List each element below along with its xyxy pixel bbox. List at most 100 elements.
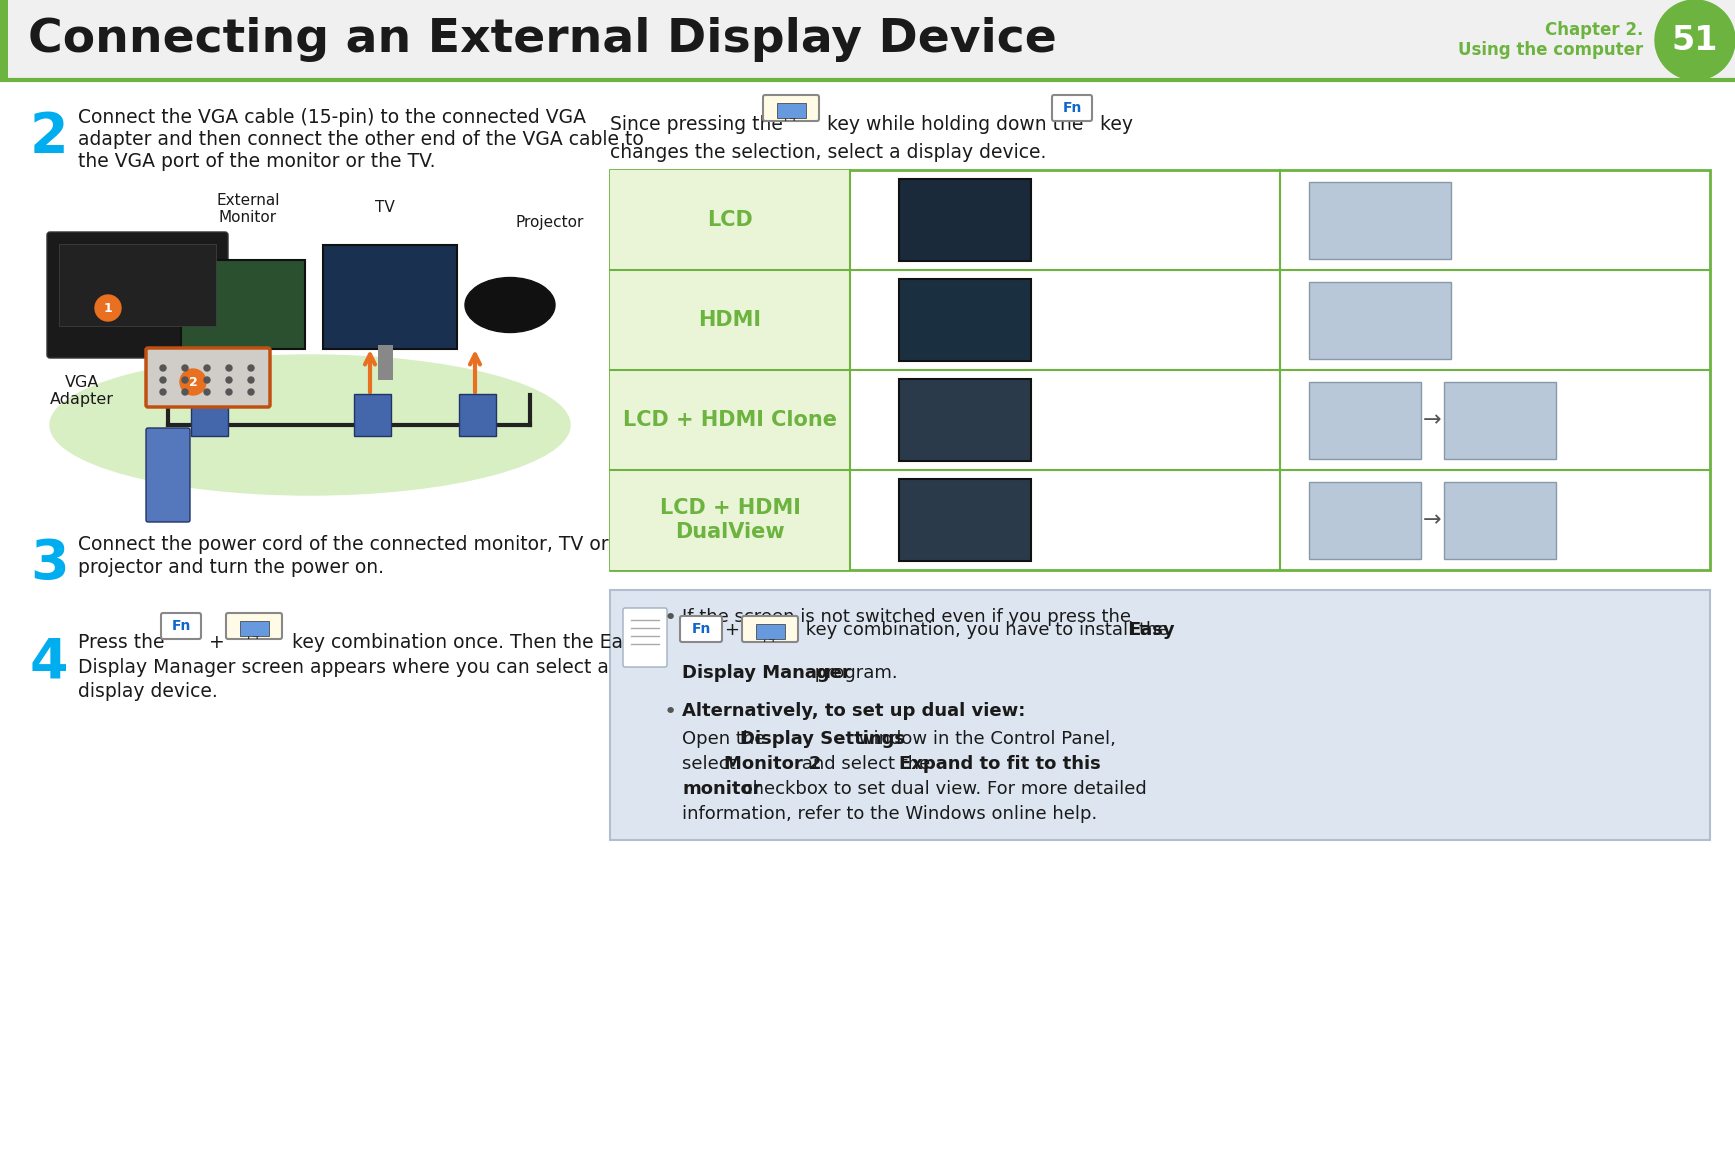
FancyBboxPatch shape bbox=[611, 470, 850, 571]
Text: Display Manager: Display Manager bbox=[682, 664, 850, 681]
FancyBboxPatch shape bbox=[611, 270, 850, 370]
Text: program.: program. bbox=[809, 664, 897, 681]
Text: F4: F4 bbox=[763, 634, 777, 644]
Text: 1: 1 bbox=[104, 301, 113, 314]
FancyBboxPatch shape bbox=[191, 394, 227, 435]
FancyBboxPatch shape bbox=[59, 244, 215, 326]
Text: key combination once. Then the Easy: key combination once. Then the Easy bbox=[286, 633, 644, 653]
FancyBboxPatch shape bbox=[180, 260, 305, 349]
Circle shape bbox=[226, 365, 232, 371]
FancyBboxPatch shape bbox=[899, 379, 1031, 461]
Text: 3: 3 bbox=[29, 537, 69, 591]
Text: HDMI: HDMI bbox=[699, 310, 762, 330]
FancyBboxPatch shape bbox=[611, 590, 1711, 840]
FancyBboxPatch shape bbox=[146, 429, 191, 522]
Text: select: select bbox=[682, 755, 741, 773]
Text: Chapter 2.: Chapter 2. bbox=[1544, 21, 1643, 39]
Text: checkbox to set dual view. For more detailed: checkbox to set dual view. For more deta… bbox=[737, 780, 1147, 798]
Text: window in the Control Panel,: window in the Control Panel, bbox=[854, 730, 1116, 748]
FancyBboxPatch shape bbox=[146, 348, 271, 407]
FancyBboxPatch shape bbox=[208, 350, 224, 380]
FancyBboxPatch shape bbox=[378, 345, 394, 380]
FancyBboxPatch shape bbox=[1308, 482, 1421, 559]
Circle shape bbox=[160, 377, 167, 383]
Ellipse shape bbox=[465, 277, 555, 333]
Text: 51: 51 bbox=[1673, 23, 1718, 57]
Text: Easy: Easy bbox=[1128, 621, 1175, 639]
Text: Expand to fit to this: Expand to fit to this bbox=[899, 755, 1100, 773]
FancyBboxPatch shape bbox=[47, 232, 227, 358]
Text: adapter and then connect the other end of the VGA cable to: adapter and then connect the other end o… bbox=[78, 131, 644, 149]
Text: F4: F4 bbox=[248, 631, 260, 641]
Text: information, refer to the Windows online help.: information, refer to the Windows online… bbox=[682, 805, 1097, 824]
Text: Open the: Open the bbox=[682, 730, 770, 748]
Circle shape bbox=[182, 377, 187, 383]
FancyBboxPatch shape bbox=[611, 370, 850, 470]
Text: Since pressing the: Since pressing the bbox=[611, 116, 789, 134]
Text: 2: 2 bbox=[189, 375, 198, 388]
Text: Fn: Fn bbox=[172, 619, 191, 633]
Text: →: → bbox=[1423, 410, 1442, 430]
Text: Alternatively, to set up dual view:: Alternatively, to set up dual view: bbox=[682, 702, 1025, 720]
Text: key while holding down the: key while holding down the bbox=[821, 116, 1090, 134]
Circle shape bbox=[95, 295, 121, 321]
FancyBboxPatch shape bbox=[899, 479, 1031, 561]
Text: LCD + HDMI Clone: LCD + HDMI Clone bbox=[623, 410, 836, 430]
Text: Display Settings: Display Settings bbox=[741, 730, 906, 748]
Text: If the screen is not switched even if you press the: If the screen is not switched even if yo… bbox=[682, 608, 1131, 626]
FancyBboxPatch shape bbox=[680, 616, 722, 642]
Text: +: + bbox=[723, 621, 739, 639]
Circle shape bbox=[226, 377, 232, 383]
Text: VGA
Adapter: VGA Adapter bbox=[50, 375, 115, 408]
Circle shape bbox=[248, 389, 253, 395]
Text: monitor: monitor bbox=[682, 780, 762, 798]
FancyBboxPatch shape bbox=[1308, 381, 1421, 459]
Text: the VGA port of the monitor or the TV.: the VGA port of the monitor or the TV. bbox=[78, 152, 435, 171]
Circle shape bbox=[182, 389, 187, 395]
Text: 2: 2 bbox=[29, 110, 69, 164]
Text: TV: TV bbox=[375, 200, 396, 215]
Text: key: key bbox=[1095, 116, 1133, 134]
Text: Projector: Projector bbox=[515, 215, 583, 230]
FancyBboxPatch shape bbox=[354, 394, 390, 435]
Text: →: → bbox=[1423, 511, 1442, 530]
Text: Fn: Fn bbox=[691, 623, 711, 636]
Circle shape bbox=[182, 365, 187, 371]
FancyBboxPatch shape bbox=[0, 0, 9, 80]
Text: LCD + HDMI
DualView: LCD + HDMI DualView bbox=[659, 499, 800, 542]
Text: Connecting an External Display Device: Connecting an External Display Device bbox=[28, 17, 1057, 62]
FancyBboxPatch shape bbox=[1051, 95, 1091, 121]
FancyBboxPatch shape bbox=[200, 377, 231, 382]
Text: •: • bbox=[665, 702, 677, 722]
Text: 4: 4 bbox=[29, 635, 68, 690]
Text: Connect the VGA cable (15-pin) to the connected VGA: Connect the VGA cable (15-pin) to the co… bbox=[78, 109, 586, 127]
Text: LCD: LCD bbox=[708, 210, 753, 230]
Circle shape bbox=[248, 377, 253, 383]
Circle shape bbox=[160, 389, 167, 395]
Circle shape bbox=[205, 377, 210, 383]
Text: Connect the power cord of the connected monitor, TV or: Connect the power cord of the connected … bbox=[78, 535, 609, 554]
FancyBboxPatch shape bbox=[226, 613, 283, 639]
FancyBboxPatch shape bbox=[611, 170, 850, 270]
FancyBboxPatch shape bbox=[899, 280, 1031, 362]
FancyBboxPatch shape bbox=[239, 620, 269, 635]
FancyBboxPatch shape bbox=[0, 0, 1735, 80]
FancyBboxPatch shape bbox=[460, 394, 496, 435]
FancyBboxPatch shape bbox=[1444, 381, 1556, 459]
Text: Press the: Press the bbox=[78, 633, 170, 653]
Text: changes the selection, select a display device.: changes the selection, select a display … bbox=[611, 143, 1046, 162]
FancyBboxPatch shape bbox=[1444, 482, 1556, 559]
Text: F4: F4 bbox=[784, 113, 798, 122]
FancyBboxPatch shape bbox=[777, 103, 805, 118]
Text: key combination, you have to install the: key combination, you have to install the bbox=[800, 621, 1175, 639]
Circle shape bbox=[205, 389, 210, 395]
Text: Fn: Fn bbox=[1062, 100, 1081, 116]
FancyBboxPatch shape bbox=[611, 170, 1711, 571]
Ellipse shape bbox=[50, 355, 571, 495]
FancyBboxPatch shape bbox=[743, 616, 798, 642]
FancyBboxPatch shape bbox=[161, 613, 201, 639]
Text: External
Monitor: External Monitor bbox=[217, 193, 279, 225]
Text: projector and turn the power on.: projector and turn the power on. bbox=[78, 558, 383, 578]
Text: Display Manager screen appears where you can select a: Display Manager screen appears where you… bbox=[78, 658, 609, 677]
FancyBboxPatch shape bbox=[1308, 282, 1450, 358]
